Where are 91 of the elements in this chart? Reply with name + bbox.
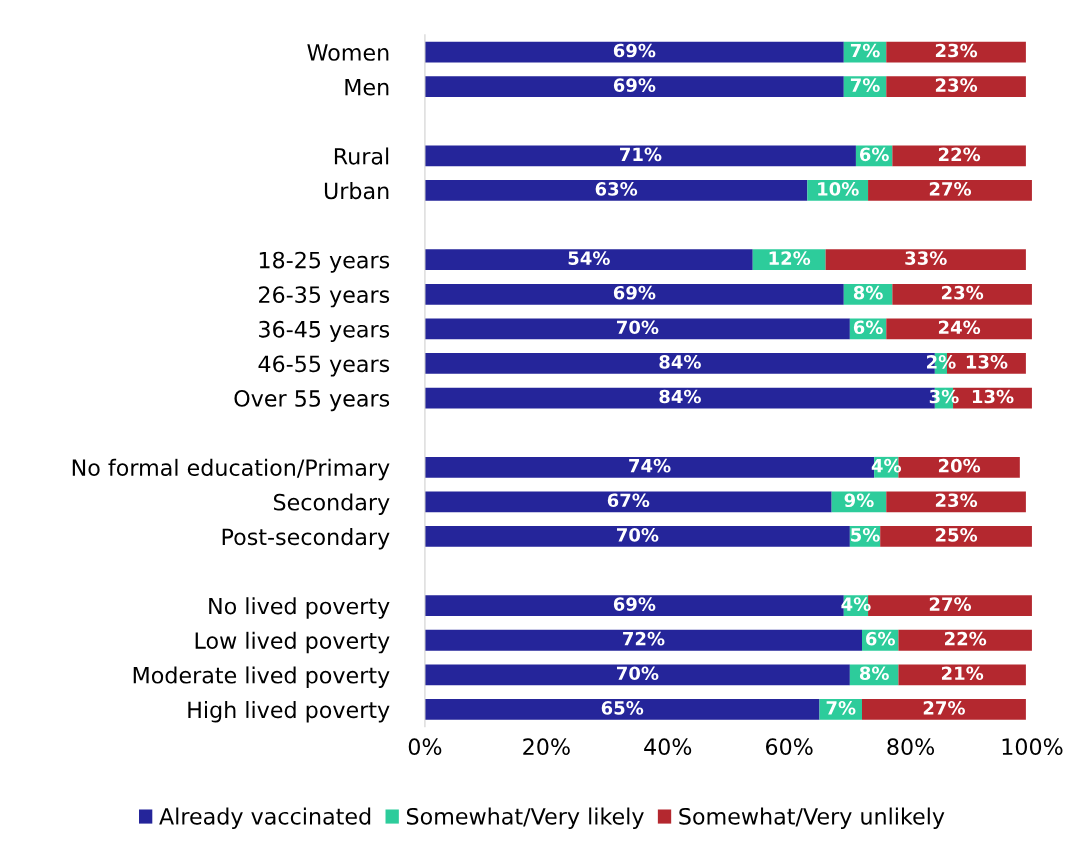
data-label: 23% xyxy=(941,285,984,300)
x-tick-label: 20% xyxy=(523,738,570,756)
data-label: 27% xyxy=(929,182,972,196)
y-tick-label: Urban xyxy=(324,182,389,200)
bar xyxy=(898,664,1026,686)
y-tick-label: 46-55 years xyxy=(258,355,390,377)
x-tick-label: 0% xyxy=(408,738,442,756)
y-tick-label: Moderate lived poverty xyxy=(133,666,390,688)
data-label: 70% xyxy=(616,320,659,335)
bar xyxy=(868,180,1032,201)
data-label: 22% xyxy=(938,147,981,162)
data-label: 54% xyxy=(568,251,610,265)
data-label: 22% xyxy=(945,631,987,646)
data-label: 65% xyxy=(601,701,644,715)
bar xyxy=(862,699,1026,720)
data-label: 25% xyxy=(935,528,978,542)
data-label: 6% xyxy=(853,320,883,335)
bar xyxy=(424,41,844,63)
data-label: 7% xyxy=(850,43,880,58)
y-tick-label: Secondary xyxy=(273,493,390,515)
x-tick-label: 100% xyxy=(1002,738,1063,756)
data-label: 23% xyxy=(935,493,978,508)
data-label: 24% xyxy=(938,320,981,335)
data-label: 69% xyxy=(613,43,656,58)
data-label: 84% xyxy=(659,389,701,404)
bar xyxy=(886,76,1026,98)
data-label: 72% xyxy=(623,631,665,646)
bar xyxy=(424,664,850,686)
data-label: 2% xyxy=(927,355,956,369)
data-label: 13% xyxy=(972,389,1014,404)
data-label: 7% xyxy=(826,701,856,715)
data-label: 8% xyxy=(853,285,883,300)
data-label: 27% xyxy=(923,701,965,715)
y-tick-label: Post-secondary xyxy=(222,528,390,550)
y-tick-label: Over 55 years xyxy=(234,390,390,412)
data-label: 23% xyxy=(935,78,978,92)
x-tick-label: 80% xyxy=(887,738,935,756)
bar xyxy=(424,76,844,98)
data-label: 67% xyxy=(607,493,650,508)
bar xyxy=(424,526,850,547)
bar xyxy=(424,699,820,720)
legend-label: Somewhat/Very unlikely xyxy=(679,807,945,829)
y-tick-label: No formal education/Primary xyxy=(72,458,390,481)
bar xyxy=(825,249,1026,271)
data-label: 23% xyxy=(935,43,978,58)
data-label: 12% xyxy=(769,251,811,265)
legend-label: Already vaccinated xyxy=(159,807,371,829)
data-label: 69% xyxy=(613,78,656,92)
bar xyxy=(424,180,808,201)
legend-label: Somewhat/Very likely xyxy=(406,807,644,829)
bar xyxy=(898,629,1032,651)
data-label: 70% xyxy=(616,528,659,542)
y-tick-label: Rural xyxy=(334,147,389,165)
bar xyxy=(424,283,844,305)
data-label: 27% xyxy=(929,597,972,611)
data-label: 6% xyxy=(866,631,895,646)
data-label: 5% xyxy=(851,528,880,542)
data-label: 8% xyxy=(859,666,889,681)
y-tick-label: 18-25 years xyxy=(259,251,390,273)
data-label: 33% xyxy=(905,251,947,265)
y-tick-label: No lived poverty xyxy=(209,597,390,619)
y-tick-label: 26-35 years xyxy=(259,286,390,308)
y-tick-label: Low lived poverty xyxy=(195,631,390,654)
y-tick-label: Men xyxy=(345,78,389,96)
data-label: 70% xyxy=(616,666,659,681)
bar xyxy=(424,629,862,651)
data-label: 6% xyxy=(859,147,889,162)
data-label: 21% xyxy=(941,666,984,681)
data-label: 10% xyxy=(818,182,859,196)
data-label: 69% xyxy=(613,597,656,611)
bar xyxy=(424,249,753,271)
data-label: 7% xyxy=(850,78,880,92)
bar xyxy=(880,526,1032,547)
bar xyxy=(424,491,832,513)
x-tick-label: 60% xyxy=(766,738,813,756)
data-label: 74% xyxy=(629,458,671,473)
data-label: 20% xyxy=(938,458,981,473)
data-label: 71% xyxy=(620,147,662,162)
y-tick-label: Women xyxy=(307,44,389,61)
data-label: 9% xyxy=(844,493,874,508)
bar xyxy=(424,318,850,340)
bar xyxy=(892,283,1032,305)
bar xyxy=(886,491,1026,513)
y-tick-label: 36-45 years xyxy=(259,320,390,342)
data-label: 63% xyxy=(595,182,638,196)
x-tick-label: 40% xyxy=(644,738,692,756)
data-label: 13% xyxy=(966,355,1008,369)
data-label: 84% xyxy=(659,355,701,369)
bar xyxy=(424,145,856,167)
y-tick-label: High lived poverty xyxy=(188,701,390,723)
data-label: 69% xyxy=(613,285,656,300)
